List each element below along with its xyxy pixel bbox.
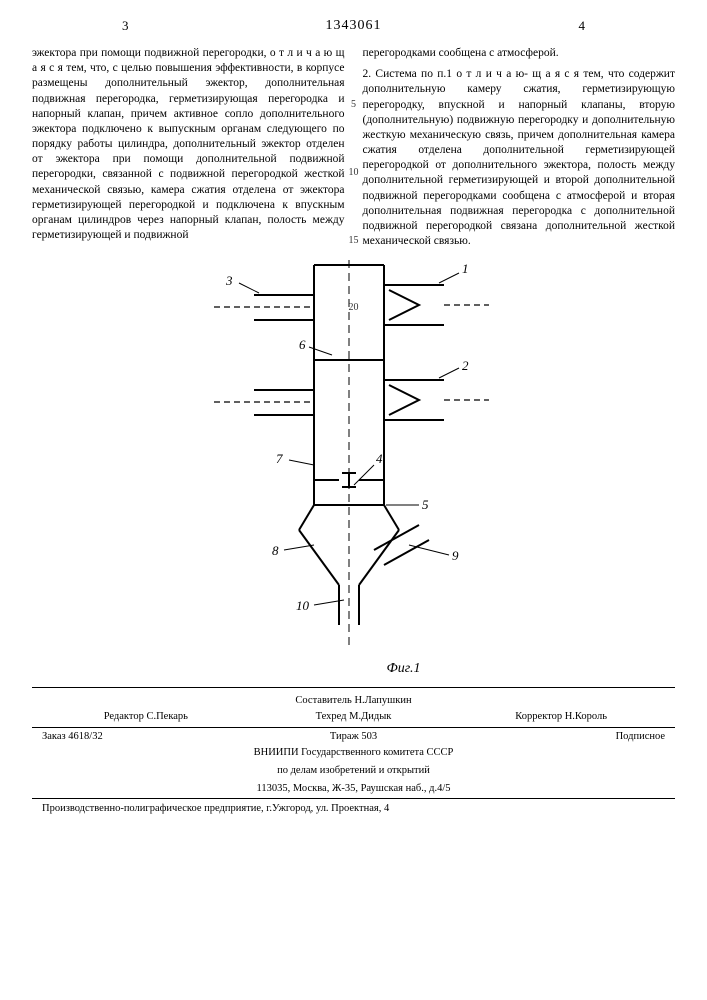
fig-label-4: 4 <box>376 451 383 466</box>
footer-org1: ВНИИПИ Государственного комитета СССР <box>32 744 675 762</box>
page-header: 3 1343061 4 <box>32 18 675 34</box>
fig-label-3: 3 <box>225 273 233 288</box>
fig-label-8: 8 <box>272 543 279 558</box>
footer-bottom: Производственно-полиграфическое предприя… <box>32 798 675 819</box>
right-column: перегородками сообщена с атмосферой. 2. … <box>363 46 676 249</box>
footer-addr: 113035, Москва, Ж-35, Раушская наб., д.4… <box>32 780 675 798</box>
footer-order: Заказ 4618/32 <box>42 730 250 744</box>
doc-number: 1343061 <box>326 18 382 33</box>
fig-label-1: 1 <box>462 261 469 276</box>
footer-compiler: Составитель Н.Лапушкин <box>32 692 675 710</box>
footer-corrector: Корректор Н.Король <box>457 710 665 724</box>
fig-label-2: 2 <box>462 358 469 373</box>
footer-tirazh: Тираж 503 <box>250 730 458 744</box>
page-num-left: 3 <box>122 18 129 34</box>
line-marker: 15 <box>347 234 361 247</box>
fig-label-10: 10 <box>296 598 310 613</box>
footer-techred: Техред М.Дидык <box>250 710 458 724</box>
footer-org2: по делам изобретений и открытий <box>32 762 675 780</box>
line-marker: 5 <box>347 98 361 111</box>
right-col-p1: перегородками сообщена с атмосферой. <box>363 46 676 61</box>
line-marker: 20 <box>347 301 361 314</box>
figure-area: 1 2 3 4 5 6 7 8 9 10 <box>32 255 675 665</box>
fig-label-7: 7 <box>276 451 283 466</box>
footer-block: Составитель Н.Лапушкин Редактор С.Пекарь… <box>32 687 675 819</box>
left-column: эжектора при помощи подвижной перегородк… <box>32 46 345 249</box>
text-columns: эжектора при помощи подвижной перегородк… <box>32 46 675 249</box>
footer-podpis: Подписное <box>457 730 665 744</box>
fig-label-9: 9 <box>452 548 459 563</box>
right-col-p2: 2. Система по п.1 о т л и ч а ю- щ а я с… <box>363 67 676 249</box>
page-num-right: 4 <box>579 18 586 34</box>
fig-label-5: 5 <box>422 497 429 512</box>
fig-label-6: 6 <box>299 337 306 352</box>
line-marker: 10 <box>347 166 361 179</box>
footer-editor: Редактор С.Пекарь <box>42 710 250 724</box>
technical-diagram: 1 2 3 4 5 6 7 8 9 10 <box>184 255 524 665</box>
